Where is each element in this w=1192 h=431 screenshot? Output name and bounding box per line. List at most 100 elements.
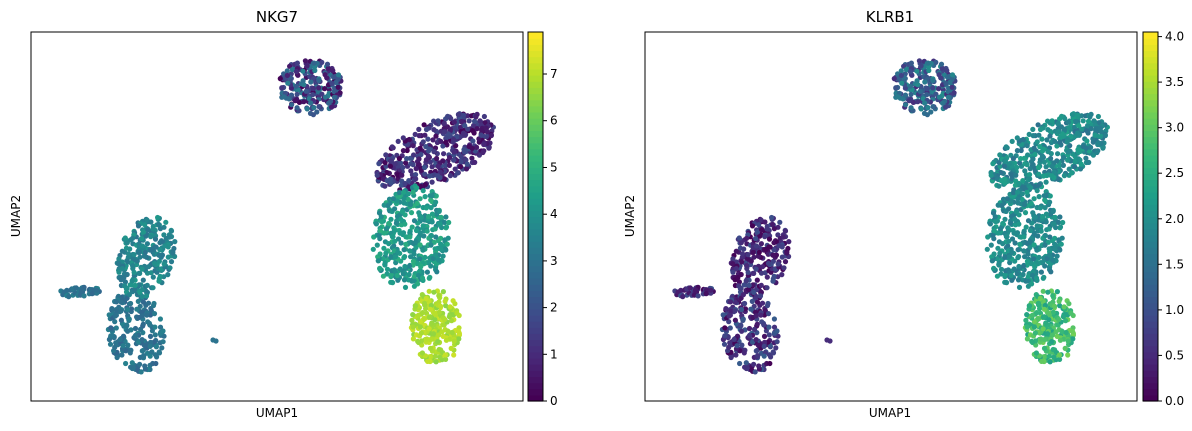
scatter-point — [438, 241, 444, 247]
colorbar-segment — [528, 32, 543, 39]
scatter-point — [758, 312, 764, 318]
scatter-point — [403, 241, 409, 247]
scatter-point — [286, 96, 292, 102]
scatter-point — [458, 153, 464, 160]
scatter-point — [726, 344, 732, 350]
scatter-point — [1075, 112, 1081, 118]
scatter-point — [1054, 253, 1060, 259]
scatter-point — [1043, 179, 1049, 185]
scatter-point — [160, 339, 166, 345]
scatter-point — [914, 68, 920, 74]
scatter-point — [157, 246, 163, 253]
scatter-point — [136, 249, 142, 255]
scatter-point — [731, 336, 737, 342]
scatter-point — [770, 278, 776, 284]
scatter-point — [300, 78, 306, 84]
scatter-point — [451, 125, 458, 131]
scatter-point — [316, 77, 322, 84]
scatter-point — [1049, 339, 1055, 345]
colorbar-segment — [1143, 210, 1158, 218]
colorbar-segment — [1143, 302, 1158, 310]
scatter-point — [131, 256, 137, 262]
scatter-point — [750, 249, 756, 255]
scatter-point — [1061, 304, 1067, 310]
scatter-point — [410, 258, 416, 264]
scatter-point — [1037, 295, 1043, 301]
scatter-point — [914, 78, 920, 84]
scatter-point — [1000, 220, 1006, 227]
scatter-point — [407, 230, 413, 236]
colorbar-segment — [528, 290, 543, 298]
colorbar-segment — [528, 105, 543, 113]
scatter-point — [435, 163, 441, 169]
scatter-point — [407, 234, 413, 240]
colorbar-segment — [528, 136, 543, 144]
scatter-point — [423, 205, 429, 211]
colorbar-segment — [1143, 87, 1158, 95]
colorbar-segment — [1143, 56, 1158, 64]
scatter-point — [736, 235, 742, 241]
scatter-point — [139, 235, 145, 242]
scatter-point — [740, 292, 747, 298]
scatter-point — [443, 303, 449, 309]
scatter-point — [466, 118, 472, 124]
scatter-point — [766, 332, 772, 338]
scatter-point — [943, 104, 949, 110]
scatter-point — [922, 100, 928, 106]
scatter-point — [997, 152, 1003, 158]
scatter-point — [458, 164, 464, 170]
scatter-point — [378, 218, 384, 224]
colorbar-segment — [528, 259, 543, 267]
x-axis-label: UMAP1 — [256, 406, 298, 420]
scatter-point — [1046, 252, 1052, 258]
scatter-point — [1034, 247, 1040, 253]
scatter-point — [422, 171, 428, 177]
scatter-point — [744, 235, 750, 241]
scatter-point — [427, 345, 434, 351]
colorbar-segment — [1143, 327, 1158, 334]
colorbar-segment — [528, 56, 543, 64]
scatter-point — [765, 260, 772, 266]
colorbar-segment — [528, 179, 543, 187]
scatter-point — [465, 126, 471, 132]
scatter-point — [324, 61, 331, 67]
scatter-point — [303, 88, 309, 94]
scatter-point — [1054, 289, 1060, 295]
scatter-point — [750, 270, 756, 276]
scatter-point — [693, 287, 699, 293]
colorbar-segment — [1143, 185, 1158, 193]
scatter-point — [133, 333, 139, 339]
colorbar-segment — [528, 93, 543, 101]
scatter-point — [129, 278, 135, 284]
scatter-point — [436, 332, 442, 338]
scatter-point — [1031, 145, 1037, 151]
scatter-point — [779, 254, 785, 260]
colorbar-tick-label: 2 — [550, 301, 558, 315]
scatter-point — [1054, 158, 1060, 164]
scatter-point — [413, 227, 420, 234]
scatter-point — [117, 336, 123, 342]
colorbar-segment — [1143, 284, 1158, 291]
scatter-point — [1003, 279, 1009, 285]
scatter-point — [770, 252, 776, 258]
scatter-point — [392, 238, 398, 244]
scatter-point — [415, 339, 422, 345]
scatter-point — [733, 248, 739, 254]
scatter-point — [1027, 303, 1033, 309]
scatter-point — [723, 306, 729, 312]
scatter-point — [285, 80, 291, 86]
scatter-point — [754, 229, 761, 235]
scatter-point — [427, 306, 433, 312]
scatter-point — [284, 72, 290, 78]
scatter-point — [1017, 234, 1023, 240]
scatter-point — [434, 155, 440, 162]
colorbar-segment — [1143, 173, 1158, 181]
scatter-point — [1016, 180, 1022, 187]
scatter-point — [128, 306, 135, 312]
scatter-point — [898, 68, 904, 74]
scatter-point — [908, 105, 914, 111]
scatter-point — [1021, 202, 1028, 208]
scatter-point — [764, 285, 770, 291]
colorbar-segment — [1143, 216, 1158, 224]
scatter-point — [1042, 242, 1048, 248]
